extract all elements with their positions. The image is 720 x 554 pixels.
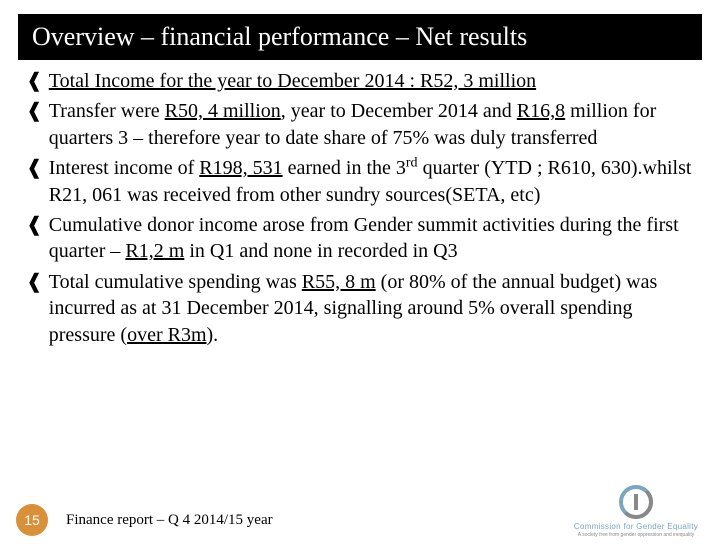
bullet-item: ❰Total Income for the year to December 2… <box>26 68 694 94</box>
bullet-icon: ❰ <box>26 269 43 295</box>
logo-line1: Commission for Gender Equality <box>574 522 698 531</box>
bullet-icon: ❰ <box>26 155 43 181</box>
page-number: 15 <box>24 512 40 528</box>
bullet-text: Cumulative donor income arose from Gende… <box>49 212 694 265</box>
footer-logo: Commission for Gender Equality A society… <box>576 484 696 538</box>
logo-icon <box>618 484 654 520</box>
bullet-icon: ❰ <box>26 212 43 238</box>
logo-line2: A society free from gender oppression an… <box>578 532 694 538</box>
slide-content: ❰Total Income for the year to December 2… <box>0 68 720 348</box>
bullet-icon: ❰ <box>26 98 43 124</box>
bullet-text: Transfer were R50, 4 million, year to De… <box>49 98 694 151</box>
bullet-text: Total Income for the year to December 20… <box>49 68 694 94</box>
slide-title-bar: Overview – financial performance – Net r… <box>18 14 702 60</box>
slide-title: Overview – financial performance – Net r… <box>32 22 527 51</box>
bullet-item: ❰Cumulative donor income arose from Gend… <box>26 212 694 265</box>
bullet-icon: ❰ <box>26 68 43 94</box>
page-number-badge: 15 <box>16 504 48 536</box>
bullet-text: Interest income of R198, 531 earned in t… <box>49 155 694 208</box>
bullet-item: ❰Transfer were R50, 4 million, year to D… <box>26 98 694 151</box>
footer-text: Finance report – Q 4 2014/15 year <box>66 512 273 529</box>
bullet-item: ❰Interest income of R198, 531 earned in … <box>26 155 694 208</box>
bullet-item: ❰Total cumulative spending was R55, 8 m … <box>26 269 694 348</box>
bullet-text: Total cumulative spending was R55, 8 m (… <box>49 269 694 348</box>
